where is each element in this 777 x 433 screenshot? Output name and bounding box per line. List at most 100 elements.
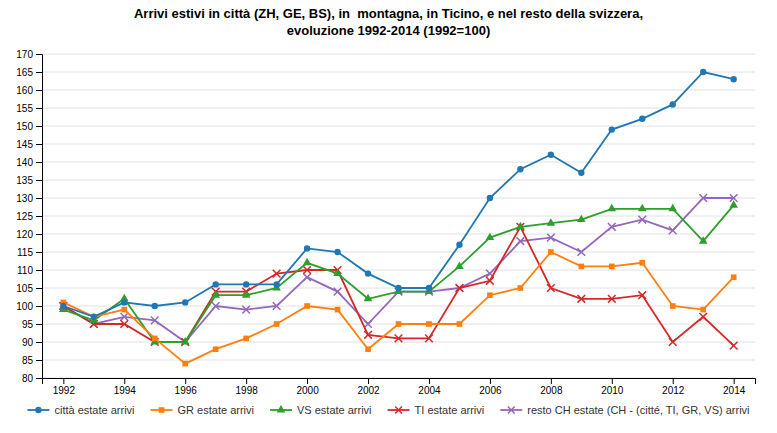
y-tick-mark — [36, 306, 42, 307]
point — [518, 285, 524, 291]
chart: Arrivi estivi in città (ZH, GE, BS), in … — [0, 0, 777, 433]
grid-line — [42, 90, 755, 91]
point — [213, 346, 219, 352]
title: Arrivi estivi in città (ZH, GE, BS), in … — [134, 6, 643, 38]
point — [212, 302, 220, 310]
point — [152, 303, 158, 309]
y-tick-mark — [36, 378, 42, 379]
y-tick: 150 — [16, 121, 42, 132]
grid-line — [42, 126, 755, 127]
point — [304, 303, 310, 309]
point — [547, 284, 555, 292]
x-tick-label: 2008 — [540, 385, 563, 396]
y-tick-label: 110 — [17, 265, 33, 276]
point — [548, 249, 554, 255]
y-tick-label: 160 — [16, 85, 33, 96]
point — [639, 260, 645, 266]
point — [364, 294, 373, 301]
x-tick-label: 2010 — [601, 385, 624, 396]
point — [426, 285, 432, 291]
point — [120, 320, 128, 328]
point — [91, 314, 97, 320]
x-tick-label: 1996 — [175, 385, 198, 396]
x-tick: 2012 — [662, 378, 685, 396]
y-tick-mark — [36, 324, 42, 325]
axis-line — [36, 55, 43, 379]
y-tick-label: 165 — [16, 67, 33, 78]
point — [243, 281, 249, 287]
grid-line — [42, 252, 755, 253]
x-tick-mark — [124, 378, 125, 384]
x-tick-label: 2004 — [418, 385, 441, 396]
point — [120, 313, 128, 321]
point — [730, 76, 736, 82]
point — [274, 321, 280, 327]
y-tick-mark — [36, 288, 42, 289]
x-tick: 1998 — [236, 378, 259, 396]
point — [455, 261, 464, 268]
y-tick: 140 — [16, 157, 42, 168]
point — [700, 307, 706, 313]
point — [609, 126, 615, 132]
y-tick-label: 85 — [22, 355, 34, 366]
y-tick: 95 — [22, 319, 42, 330]
grid-line — [42, 216, 755, 217]
legend-label: TI estate arrivi — [415, 404, 485, 416]
point — [456, 242, 462, 248]
y-tick-label: 145 — [16, 139, 33, 150]
y-tick-label: 80 — [22, 373, 34, 384]
point — [364, 331, 372, 339]
point — [700, 69, 706, 75]
point — [577, 215, 586, 222]
y-tick: 110 — [17, 265, 42, 276]
y-tick: 125 — [16, 211, 42, 222]
point — [670, 101, 676, 107]
point — [242, 306, 250, 314]
point — [638, 291, 646, 299]
point — [152, 336, 158, 342]
x-axis: 1992199419961998200020022004200620082010… — [43, 378, 756, 396]
point — [699, 236, 708, 243]
y-tick-label: 170 — [16, 49, 33, 60]
point — [273, 281, 279, 287]
legend-item: resto CH estate (CH - (citté, TI, GR, VS… — [500, 404, 749, 416]
x-tick: 2002 — [357, 378, 380, 396]
legend-label: VS estate arrivi — [297, 404, 372, 416]
point — [578, 264, 584, 270]
x-tick-mark — [185, 378, 186, 384]
y-tick: 135 — [16, 175, 42, 186]
x-tick-label: 1998 — [236, 385, 259, 396]
y-tick-label: 95 — [22, 319, 34, 330]
point — [517, 166, 523, 172]
point — [426, 321, 432, 327]
y-tick: 145 — [16, 139, 42, 150]
point — [609, 264, 615, 270]
grid-line — [42, 144, 755, 145]
point — [365, 270, 371, 276]
y-tick-mark — [36, 90, 42, 91]
y-tick-mark — [36, 216, 42, 217]
point — [273, 302, 281, 310]
y-tick: 160 — [16, 85, 42, 96]
point — [669, 227, 677, 235]
axis-line — [43, 379, 756, 385]
plot-area — [59, 69, 738, 367]
point — [607, 204, 616, 211]
point — [608, 223, 616, 231]
legend: città estate arriviGR estate arriviVS es… — [27, 404, 749, 416]
series-line — [63, 252, 733, 364]
x-tick-mark — [551, 378, 552, 384]
y-tick-mark — [36, 198, 42, 199]
point — [699, 194, 707, 202]
grid-line — [42, 108, 755, 109]
x-tick-label: 1994 — [114, 385, 137, 396]
series — [59, 223, 737, 349]
point — [638, 216, 646, 224]
point — [333, 269, 342, 276]
y-tick-label: 90 — [22, 337, 34, 348]
y-tick: 100 — [16, 301, 42, 312]
legend-item: città estate arrivi — [27, 404, 134, 416]
x-tick: 1992 — [53, 378, 76, 396]
grid-line — [42, 54, 755, 55]
point — [486, 233, 495, 240]
